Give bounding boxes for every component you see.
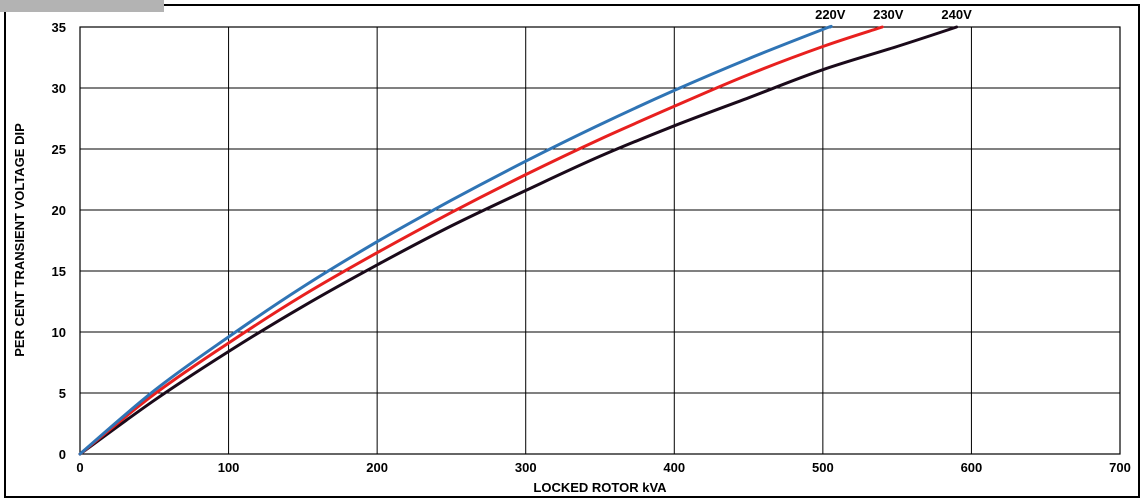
x-tick-label: 300 bbox=[515, 460, 537, 475]
y-tick-label: 5 bbox=[59, 386, 66, 401]
y-tick-labels: 0 5 10 15 20 25 30 35 bbox=[52, 20, 66, 462]
series-label-230V: 230V bbox=[873, 7, 904, 22]
y-tick-label: 20 bbox=[52, 203, 66, 218]
x-tick-label: 600 bbox=[961, 460, 983, 475]
x-tick-label: 700 bbox=[1109, 460, 1131, 475]
y-tick-label: 10 bbox=[52, 325, 66, 340]
x-tick-label: 0 bbox=[76, 460, 83, 475]
x-tick-label: 400 bbox=[663, 460, 685, 475]
y-axis-title: PER CENT TRANSIENT VOLTAGE DIP bbox=[12, 123, 27, 357]
plot-area-border bbox=[79, 26, 1121, 455]
series-line-240V bbox=[78, 25, 959, 456]
x-tick-label: 100 bbox=[218, 460, 240, 475]
x-axis-title: LOCKED ROTOR kVA bbox=[533, 480, 667, 495]
series-label-220V: 220V bbox=[815, 7, 846, 22]
x-tick-label: 500 bbox=[812, 460, 834, 475]
x-tick-labels: 0 100 200 300 400 500 600 700 bbox=[76, 460, 1130, 475]
corner-tab bbox=[0, 0, 164, 12]
series-label-240V: 240V bbox=[941, 7, 972, 22]
y-tick-label: 0 bbox=[59, 447, 66, 462]
grid bbox=[79, 26, 1121, 455]
y-tick-label: 30 bbox=[52, 81, 66, 96]
y-tick-label: 15 bbox=[52, 264, 66, 279]
y-tick-label: 25 bbox=[52, 142, 66, 157]
chart-frame bbox=[4, 4, 1140, 498]
series-lines bbox=[78, 24, 959, 456]
x-tick-label: 200 bbox=[366, 460, 388, 475]
series-line-220V bbox=[78, 24, 833, 456]
series-labels: 220V 230V 240V bbox=[815, 7, 972, 22]
series-line-230V bbox=[78, 25, 884, 456]
y-tick-label: 35 bbox=[52, 20, 66, 35]
